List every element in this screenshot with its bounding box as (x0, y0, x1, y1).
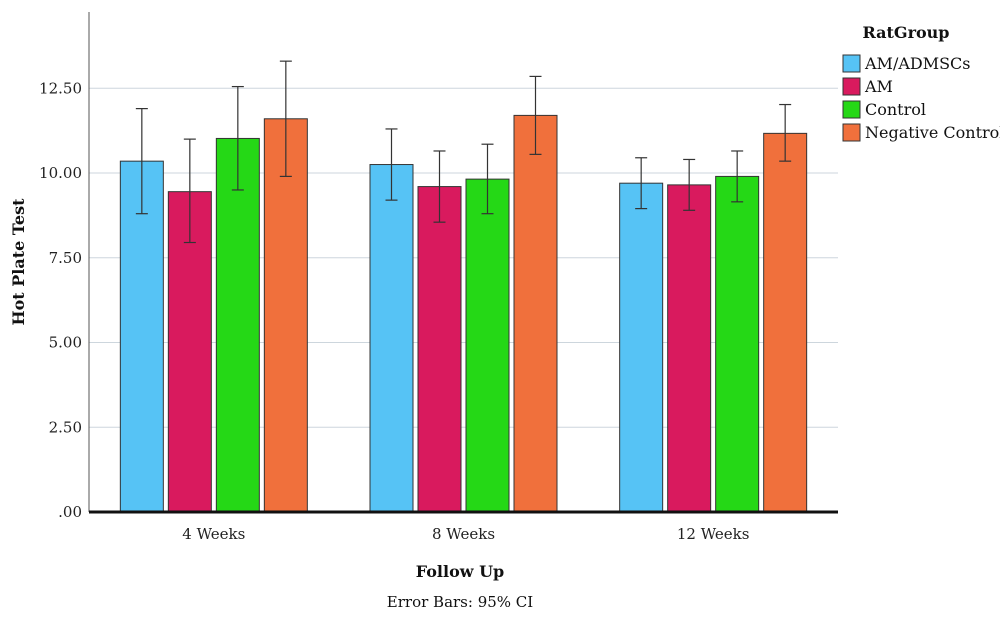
gridlines (89, 87, 838, 428)
bar-negative-control-3 (763, 132, 808, 513)
x-tick-label: 8 Weeks (432, 525, 495, 543)
bar-control-3 (715, 175, 760, 513)
x-tick-label: 12 Weeks (677, 525, 750, 543)
bar-am-admscs-1 (119, 160, 164, 513)
y-tick-label: .00 (58, 503, 82, 521)
bars (119, 60, 808, 513)
bar-am-3 (667, 184, 712, 513)
bar-negative-control-2 (513, 114, 558, 513)
legend-label: Negative Control (865, 123, 1000, 142)
legend: RatGroup AM/ADMSCs AM Control Negative Cont… (842, 23, 1000, 142)
y-tick-label: 5.00 (49, 334, 82, 352)
legend-swatch (842, 77, 861, 96)
bar-am-admscs-2 (369, 164, 414, 513)
y-tick-label: 12.50 (39, 79, 82, 97)
y-axis-title: Hot Plate Test (9, 198, 28, 326)
x-tick-labels: 4 Weeks 8 Weeks 12 Weeks (182, 525, 749, 543)
legend-title: RatGroup (862, 23, 949, 42)
bar-am-1 (167, 191, 212, 513)
y-tick-label: 2.50 (49, 418, 82, 436)
legend-label: AM/ADMSCs (864, 54, 971, 73)
legend-label: AM (864, 77, 893, 96)
x-axis-title: Follow Up (416, 562, 504, 581)
bar-am-admscs-3 (619, 182, 664, 513)
legend-swatch (842, 100, 861, 119)
bar-negative-control-1 (263, 118, 308, 513)
y-tick-labels: .00 2.50 5.00 7.50 10.00 12.50 (39, 79, 82, 521)
legend-swatch (842, 123, 861, 142)
y-tick-label: 10.00 (39, 164, 82, 182)
legend-items: AM/ADMSCs AM Control Negative Control (842, 54, 1000, 142)
error-bar-note: Error Bars: 95% CI (387, 593, 534, 611)
bar-control-2 (465, 178, 510, 513)
y-tick-label: 7.50 (49, 249, 82, 267)
legend-label: Control (865, 100, 926, 119)
x-tick-label: 4 Weeks (182, 525, 245, 543)
axes (88, 12, 838, 514)
bar-am-2 (417, 186, 462, 513)
bar-control-1 (215, 137, 260, 513)
legend-swatch (842, 54, 861, 73)
